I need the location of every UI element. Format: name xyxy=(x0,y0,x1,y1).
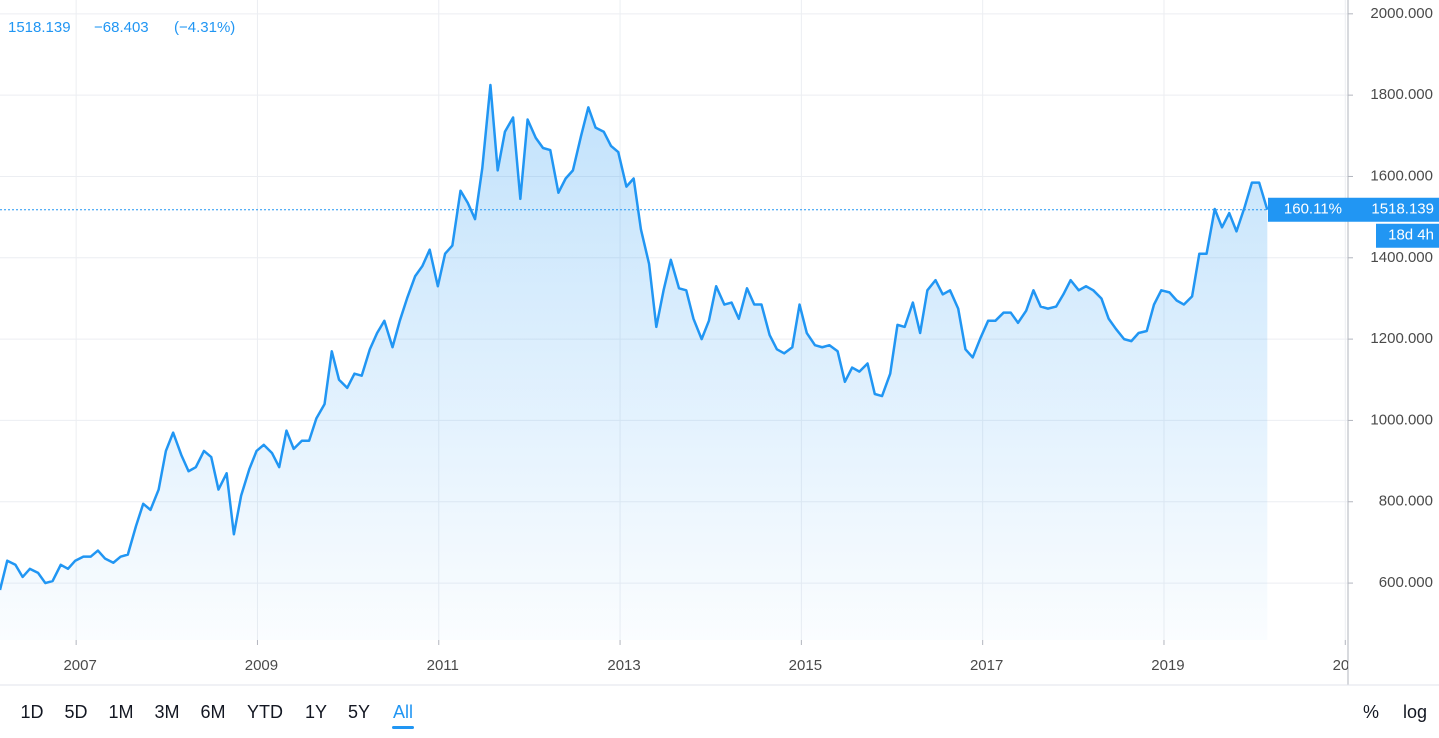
range-button[interactable]: 3M xyxy=(154,702,179,722)
toolbar: 1D 5D 1M 3M 6M YTD 1Y 5Y All% log xyxy=(20,702,1427,729)
x-tick-label: 2009 xyxy=(245,657,278,674)
x-axis: 2007 2009 2011 2013 2015 2017 2019 2021 xyxy=(63,640,1366,674)
scale-button[interactable]: % xyxy=(1363,702,1379,722)
price-tag xyxy=(1348,197,1439,222)
range-button[interactable]: 6M xyxy=(200,702,225,722)
x-tick-label: 2017 xyxy=(970,657,1003,674)
pct-tag xyxy=(1268,197,1348,222)
y-tick-label: 1200.000 xyxy=(1370,330,1433,347)
range-button[interactable]: 1D xyxy=(20,702,43,722)
scale-button[interactable]: log xyxy=(1403,702,1427,722)
y-tick-label: 2000.000 xyxy=(1370,5,1433,22)
area-fill xyxy=(0,84,1268,641)
axes: 600.000 800.000 1000.000 1200.000 1400.000 16… xyxy=(63,5,1433,674)
range-button[interactable]: 1M xyxy=(108,702,133,722)
x-tick-label: 2021 xyxy=(1333,657,1366,674)
x-tick-label: 2019 xyxy=(1151,657,1184,674)
range-button[interactable]: YTD xyxy=(247,702,283,722)
y-tick-label: 1800.000 xyxy=(1370,86,1433,103)
x-tick-label: 2011 xyxy=(427,657,459,674)
countdown-label: 18d 4h xyxy=(1388,227,1434,244)
active-underline xyxy=(392,726,414,729)
pct-tag-label: 160.11% xyxy=(1284,201,1342,218)
range-button[interactable]: All xyxy=(393,702,413,722)
plot xyxy=(0,83,1348,641)
price-tags: 160.11% 1518.139 18d 4h xyxy=(1268,197,1439,248)
x-tick-label: 2013 xyxy=(607,657,640,674)
y-tick-label: 600.000 xyxy=(1379,574,1433,591)
x-tick-label: 2007 xyxy=(63,657,96,674)
range-button[interactable]: 5D xyxy=(64,702,87,722)
header-change-pct: (−4.31%) xyxy=(174,19,235,36)
y-tick-label: 1000.000 xyxy=(1370,411,1433,428)
header-last: 1518.139 xyxy=(8,19,71,36)
y-tick-label: 800.000 xyxy=(1379,493,1433,510)
y-tick-label: 1400.000 xyxy=(1370,249,1433,266)
countdown-tag xyxy=(1376,223,1439,248)
range-button[interactable]: 1Y xyxy=(305,702,327,722)
price-line xyxy=(0,83,1269,591)
range-button[interactable]: 5Y xyxy=(348,702,370,722)
y-tick-label: 1600.000 xyxy=(1370,167,1433,184)
x-tick-label: 2015 xyxy=(789,657,822,674)
price-tag-label: 1518.139 xyxy=(1371,201,1434,218)
header-change: −68.403 xyxy=(94,19,149,36)
